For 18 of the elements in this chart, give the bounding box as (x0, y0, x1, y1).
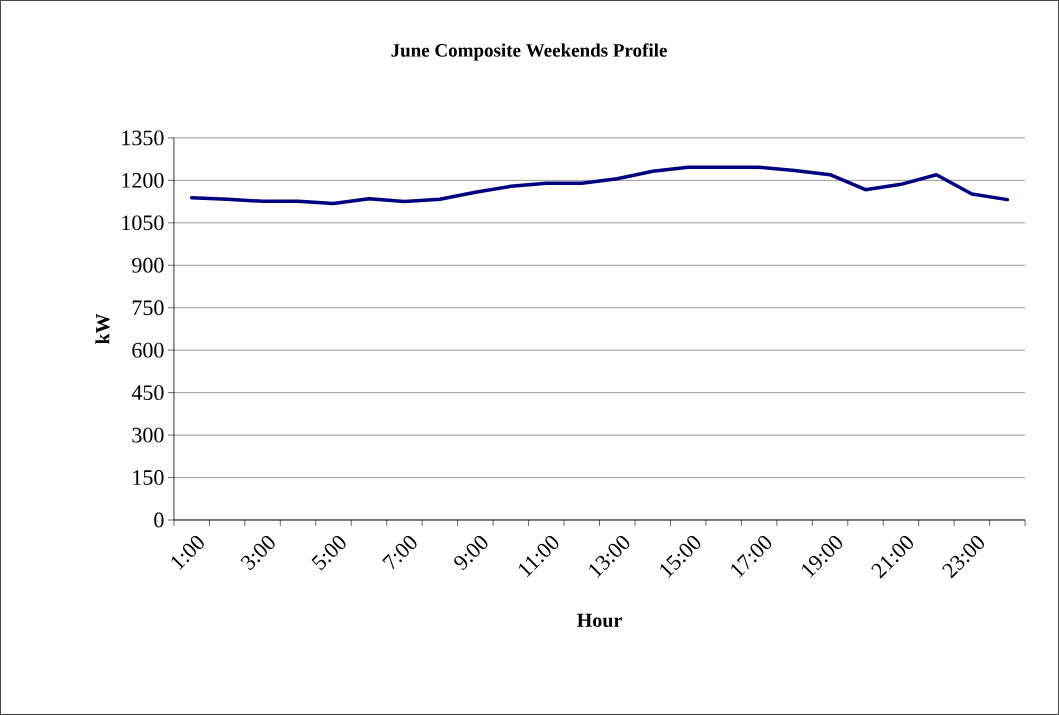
y-tick-label: 1200 (122, 172, 164, 188)
y-tick-label: 150 (133, 470, 164, 486)
x-tick-label: 9:00 (454, 536, 488, 571)
y-tick-label: 450 (131, 385, 164, 401)
x-tick-label: 5:00 (311, 536, 346, 571)
y-tick-label: 0 (154, 512, 164, 528)
y-tick-label: 750 (132, 300, 164, 316)
y-tick-label: 1350 (122, 130, 164, 146)
y-axis-title: kW (95, 313, 110, 345)
y-tick-label: 1050 (122, 215, 164, 231)
y-tick-label: 900 (132, 257, 164, 273)
x-axis-title: Hour (577, 613, 622, 628)
y-tick-label: 600 (132, 342, 164, 358)
chart-title: June Composite Weekends Profile (391, 43, 667, 61)
y-tick-label: 300 (132, 427, 164, 443)
x-tick-label: 7:00 (382, 536, 417, 570)
x-tick-label: 3:00 (240, 536, 275, 571)
x-tick-label: 1:00 (171, 536, 204, 571)
